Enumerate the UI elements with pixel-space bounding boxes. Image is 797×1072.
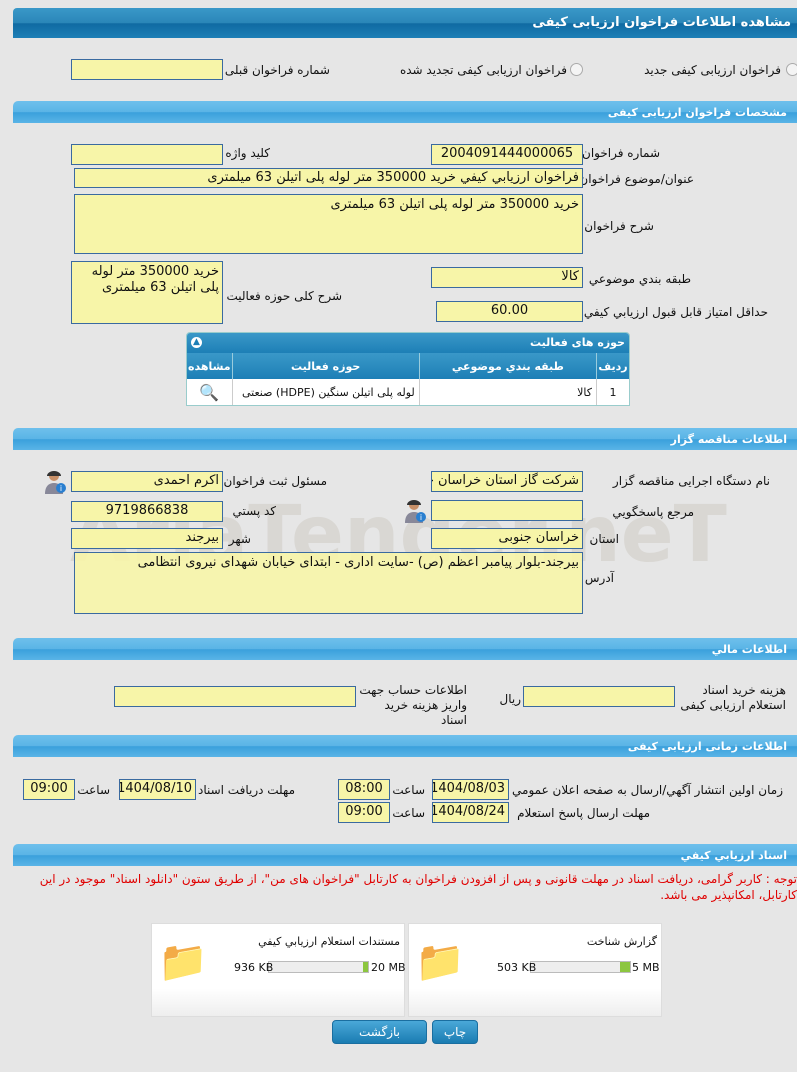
collapse-icon[interactable]: ▲ bbox=[191, 337, 202, 348]
user-info-icon[interactable]: i bbox=[45, 470, 67, 494]
print-button[interactable]: چاپ bbox=[432, 1020, 478, 1044]
province-field[interactable]: خراسان جنوبی bbox=[431, 528, 583, 549]
user-info-icon[interactable]: i bbox=[405, 499, 427, 523]
radio-renewed[interactable] bbox=[570, 63, 583, 76]
docs-note: توجه : کاربر گرامی، دریافت اسناد در مهلت… bbox=[39, 872, 797, 902]
agency-label: نام دستگاه اجرایی مناقصه گزار bbox=[612, 474, 770, 488]
publish-date-field[interactable]: 1404/08/03 bbox=[432, 779, 509, 800]
publish-label: زمان اولين انتشار آگهي/ارسال به صفحه اعل… bbox=[512, 783, 783, 797]
category-field[interactable]: کالا bbox=[431, 267, 583, 288]
minscore-label: حداقل امتیاز قابل قبول ارزيابي كيفي bbox=[583, 305, 768, 319]
file-size-bar bbox=[268, 961, 369, 973]
back-button[interactable]: بازگشت bbox=[332, 1020, 427, 1044]
city-field[interactable]: بیرجند bbox=[71, 528, 223, 549]
number-label: شماره فراخوان bbox=[582, 146, 660, 160]
postal-field[interactable]: 9719866838 bbox=[71, 501, 223, 522]
section-spec: مشخصات فراخوان ارزیابی کیفی bbox=[13, 101, 797, 123]
reply-label: مهلت ارسال پاسخ استعلام bbox=[517, 806, 650, 820]
minscore-field[interactable]: 60.00 bbox=[436, 301, 583, 322]
radio-new[interactable] bbox=[786, 63, 797, 76]
time-label: ساعت bbox=[392, 806, 425, 820]
section-timing: اطلاعات زمانی ارزیابی کیفی bbox=[13, 735, 797, 757]
file-name: مستندات استعلام ارزيابي کيفي bbox=[258, 935, 400, 948]
account-field[interactable] bbox=[114, 686, 356, 707]
scope-field[interactable]: خريد 350000 متر لوله پلی اتيلن 63 ميلمتر… bbox=[71, 261, 223, 324]
svg-text:i: i bbox=[60, 484, 62, 493]
table-row: 1 کالا لوله پلی اتیلن سنگین (HDPE) صنعتی… bbox=[187, 379, 629, 405]
fee-field[interactable] bbox=[523, 686, 675, 707]
category-label: طبقه بندي موضوعي bbox=[588, 272, 691, 286]
registrar-field[interactable]: اکرم احمدی bbox=[71, 471, 223, 492]
col-index: ردیف bbox=[596, 353, 629, 379]
subject-field[interactable]: فراخوان ارزيابي كيفي خريد 350000 متر لول… bbox=[74, 168, 583, 188]
file-card[interactable]: مستندات استعلام ارزيابي کيفي 📁 20 MB 936… bbox=[151, 923, 406, 1017]
reply-date-field[interactable]: 1404/08/24 bbox=[432, 802, 509, 823]
keyword-field[interactable] bbox=[71, 144, 223, 165]
page-title: مشاهده اطلاعات فراخوان ارزیابی کیفی bbox=[13, 8, 797, 38]
time-label: ساعت bbox=[392, 783, 425, 797]
svg-text:i: i bbox=[420, 513, 422, 522]
row-field: لوله پلی اتیلن سنگین (HDPE) صنعتی bbox=[231, 379, 420, 405]
activities-title: حوزه های فعالیت bbox=[530, 336, 625, 349]
ref-label: مرجع پاسخگويي bbox=[612, 505, 694, 519]
section-finance: اطلاعات مالي bbox=[13, 638, 797, 660]
radio-renewed-label: فراخوان ارزیابی کیفی تجدید شده bbox=[399, 63, 567, 77]
folder-icon: 📁 bbox=[415, 939, 465, 985]
account-label: اطلاعات حساب جهت واریز هزینه خرید اسناد bbox=[359, 683, 467, 727]
file-card[interactable]: گزارش شناخت 📁 5 MB 503 KB bbox=[408, 923, 662, 1017]
radio-new-label: فراخوان ارزیابی کیفی جدید bbox=[644, 63, 781, 77]
col-category: طبقه بندي موضوعي bbox=[418, 353, 597, 379]
ref-field[interactable] bbox=[431, 500, 583, 521]
file-max: 5 MB bbox=[632, 961, 660, 974]
receive-label: مهلت دریافت اسناد bbox=[197, 783, 295, 797]
agency-field[interactable]: شرکت گاز استان خراسان جنوبی bbox=[431, 471, 583, 492]
col-view: مشاهده bbox=[188, 359, 231, 373]
subject-label: عنوان/موضوع فراخوان bbox=[579, 172, 694, 186]
city-label: شهر bbox=[228, 532, 251, 546]
number-field[interactable]: 2004091444000065 bbox=[431, 144, 583, 165]
desc-field[interactable]: خريد 350000 متر لوله پلی اتيلن 63 ميلمتر… bbox=[74, 194, 583, 254]
receive-date-field[interactable]: 1404/08/10 bbox=[119, 779, 196, 800]
activities-panel: حوزه های فعالیت ▲ ردیف طبقه بندي موضوعي … bbox=[186, 332, 630, 406]
section-org: اطلاعات مناقصه گزار bbox=[13, 428, 797, 450]
prev-number-field[interactable] bbox=[71, 59, 223, 80]
row-category: کالا bbox=[418, 379, 597, 405]
folder-icon: 📁 bbox=[158, 939, 208, 985]
registrar-label: مسئول ثبت فراخوان bbox=[223, 474, 328, 488]
publish-time-field[interactable]: 08:00 bbox=[338, 779, 390, 800]
reply-time-field[interactable]: 09:00 bbox=[338, 802, 390, 823]
receive-time-field[interactable]: 09:00 bbox=[23, 779, 75, 800]
address-label: آدرس bbox=[584, 571, 614, 585]
fee-label: هزینه خرید اسناد استعلام ارزیابی کیفی bbox=[680, 683, 786, 712]
row-index: 1 bbox=[596, 379, 629, 405]
file-size-bar bbox=[530, 961, 631, 973]
scope-label: شرح کلی حوزه فعالیت bbox=[226, 289, 343, 303]
desc-label: شرح فراخوان bbox=[584, 219, 654, 233]
col-field: حوزه فعالیت bbox=[231, 353, 420, 379]
address-field[interactable]: بیرجند-بلوار پیامبر اعظم (ص) -سایت اداری… bbox=[74, 552, 583, 614]
file-name: گزارش شناخت bbox=[586, 935, 657, 948]
keyword-label: کلید واژه bbox=[225, 146, 270, 160]
file-size: 936 KB bbox=[234, 961, 274, 974]
file-size: 503 KB bbox=[497, 961, 537, 974]
postal-label: کد پستي bbox=[232, 504, 277, 518]
prev-number-label: شماره فراخوان قبلی bbox=[224, 63, 330, 77]
view-document-icon[interactable]: 🔍 bbox=[199, 382, 220, 402]
section-docs: اسناد ارزيابي کيفي bbox=[13, 844, 797, 866]
time-label: ساعت bbox=[77, 783, 110, 797]
file-max: 20 MB bbox=[371, 961, 406, 974]
currency-label: ریال bbox=[499, 692, 521, 706]
province-label: استان bbox=[589, 532, 619, 546]
